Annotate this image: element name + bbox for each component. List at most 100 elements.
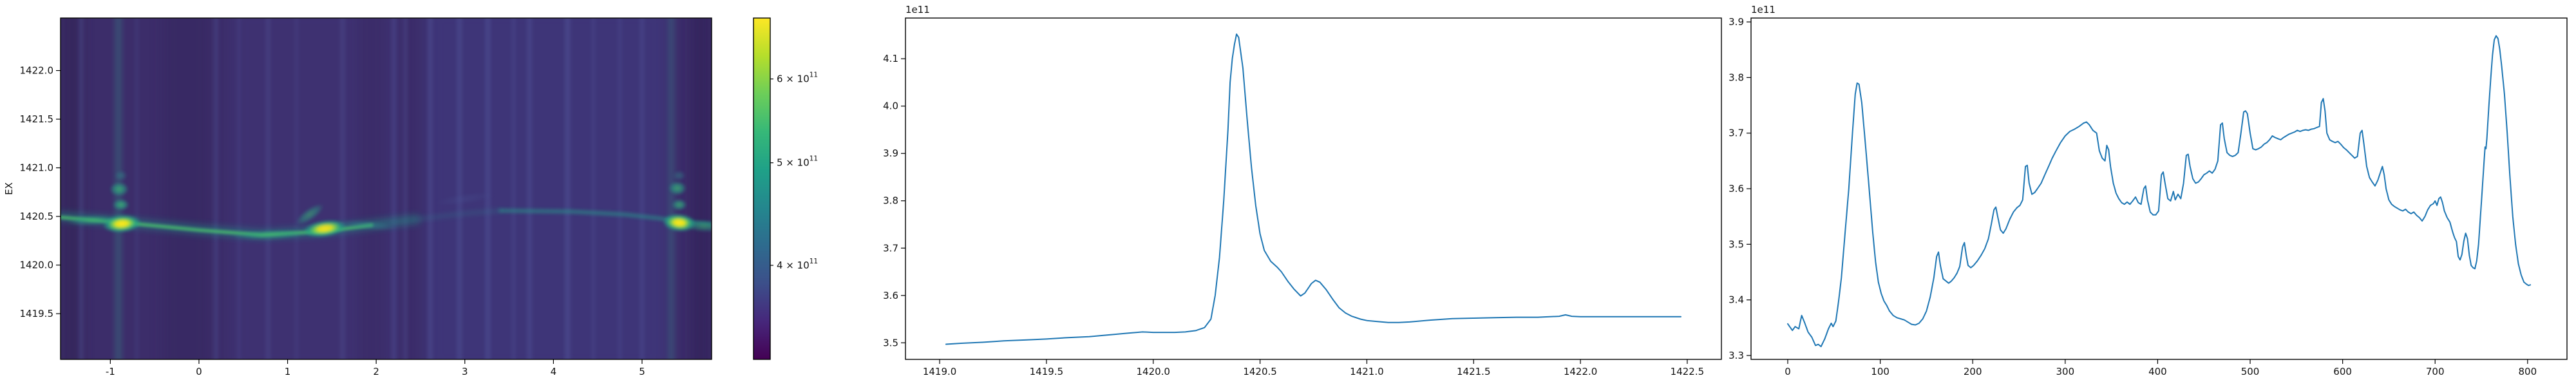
colorbar-gradient [753,18,770,359]
x-tick-label: 4 [551,366,557,377]
x-tick-label: 0 [196,366,202,377]
y-tick-label: 4.0 [883,100,898,112]
heatmap-blob [114,170,128,181]
heatmap-blob [112,198,129,211]
timeseries-data-line [1787,35,2532,348]
mean-spectrum-axes: 1419.0 1419.5 1420.0 1420.5 1421.0 1421.5 1422… [883,4,1722,377]
y-tick-label: 1419.5 [20,308,54,319]
x-tick-label: 2 [373,366,379,377]
y-tick-label: 3.3 [1728,350,1744,361]
heatmap-stripe [564,18,571,359]
x-tick-label: 200 [1964,366,1982,377]
x-tick-label: 600 [2333,366,2352,377]
heatmap-stripe [236,18,241,359]
x-tick-label: 3 [462,366,468,377]
x-tick-label: 1 [285,366,291,377]
heatmap-region [690,18,712,359]
heatmap-stripe [403,18,408,359]
y-tick-label: 3.5 [883,337,898,348]
x-tick-label: 500 [2241,366,2260,377]
y-tick-label: 3.6 [1728,183,1744,194]
y-tick-label: 1421.5 [20,113,54,125]
heatmap-blob [303,220,347,238]
heatmap-stripe [527,18,533,359]
x-tick-label: 1422.5 [1671,366,1705,377]
y-tick-label: 3.6 [883,290,898,301]
axis-offset-label: 1e11 [1751,4,1776,15]
axes-spines [60,17,712,360]
heatmap-region [163,18,210,359]
spectrogram-image [61,18,712,359]
heatmap-blob [685,220,712,232]
x-tick-label: 1419.0 [923,366,957,377]
x-tick-label: 0 [1785,366,1791,377]
colorbar-outline [753,17,771,360]
mean-spectrum-data-line [945,33,1681,345]
heatmap-stripe [457,18,462,359]
axes-spines [1750,17,2568,360]
x-tick-label: 100 [1871,366,1889,377]
heatmap-blob [671,198,687,211]
x-tick-label: 1421.5 [1457,366,1491,377]
x-tick-label: 1420.0 [1136,366,1170,377]
heatmap-stripe [213,18,219,359]
heatmap-stripe [135,18,139,359]
x-tick-label: 1422.0 [1564,366,1598,377]
y-tick-label: 3.8 [883,195,898,207]
heatmap-ridge [414,209,502,222]
heatmap-region [358,18,385,359]
x-tick-label: 300 [2056,366,2074,377]
axes-spines [905,17,1722,360]
spectrogram-axes: -1 0 1 2 3 4 5 1419.5 1420.0 1420.5 1421.0 1421.5 14… [3,17,712,377]
heatmap-stripe [639,18,645,359]
heatmap-stripe [78,18,84,359]
timeseries-plot-area [1751,18,2567,359]
heatmap-stripe [339,18,345,359]
x-tick-label: 800 [2519,366,2537,377]
heatmap-stripe [511,18,516,359]
mean-spectrum-plot-area [905,18,1721,359]
heatmap-stripe [392,18,397,359]
heatmap-stripe [294,18,299,359]
y-tick-label: 3.7 [1728,128,1744,139]
x-tick-label: 5 [639,366,645,377]
heatmap-blob [102,214,142,233]
x-tick-label: -1 [106,366,115,377]
y-tick-label: 3.5 [1728,238,1744,250]
timeseries-axes: 0 100 200 300 400 500 600 700 800 3.3 3.4 3.5 3.6 3.7… [1728,4,2568,377]
y-tick-label: 1421.0 [20,162,54,174]
heatmap-blob [434,192,496,206]
y-tick-label: 3.4 [1728,294,1744,306]
y-tick-label: 3.7 [883,242,898,254]
heatmap-stripe [485,18,491,359]
heatmap-blob [109,182,129,196]
y-tick-label: 3.9 [883,147,898,159]
heatmap-blob [672,170,686,181]
heatmap-stripe [428,18,433,359]
heatmap-blob [668,181,687,196]
colorbar-tick-label: 6 × 1011 [777,71,818,85]
x-tick-label: 1420.5 [1243,366,1277,377]
heatmap-stripe [265,18,271,359]
x-tick-label: 1421.0 [1350,366,1384,377]
heatmap-blob [231,229,308,240]
colorbar-tick-label: 5 × 1011 [777,155,818,169]
x-tick-label: 400 [2148,366,2167,377]
heatmap-blob [338,220,397,231]
y-tick-label: 1420.5 [20,211,54,222]
y-tick-label: 3.9 [1728,16,1744,28]
axis-offset-label: 1e11 [905,4,930,15]
y-axis-label: EX [3,182,15,195]
heatmap-stripe [591,18,596,359]
x-tick-label: 700 [2426,366,2445,377]
y-tick-label: 4.1 [883,53,898,64]
x-tick-label: 1419.5 [1030,366,1064,377]
heatmap-blob [296,204,324,225]
y-tick-label: 1420.0 [20,260,54,271]
y-tick-label: 3.8 [1728,71,1744,83]
y-tick-label: 1422.0 [20,65,54,77]
heatmap-stripe [618,18,622,359]
colorbar-tick-label: 4 × 1011 [777,258,818,271]
